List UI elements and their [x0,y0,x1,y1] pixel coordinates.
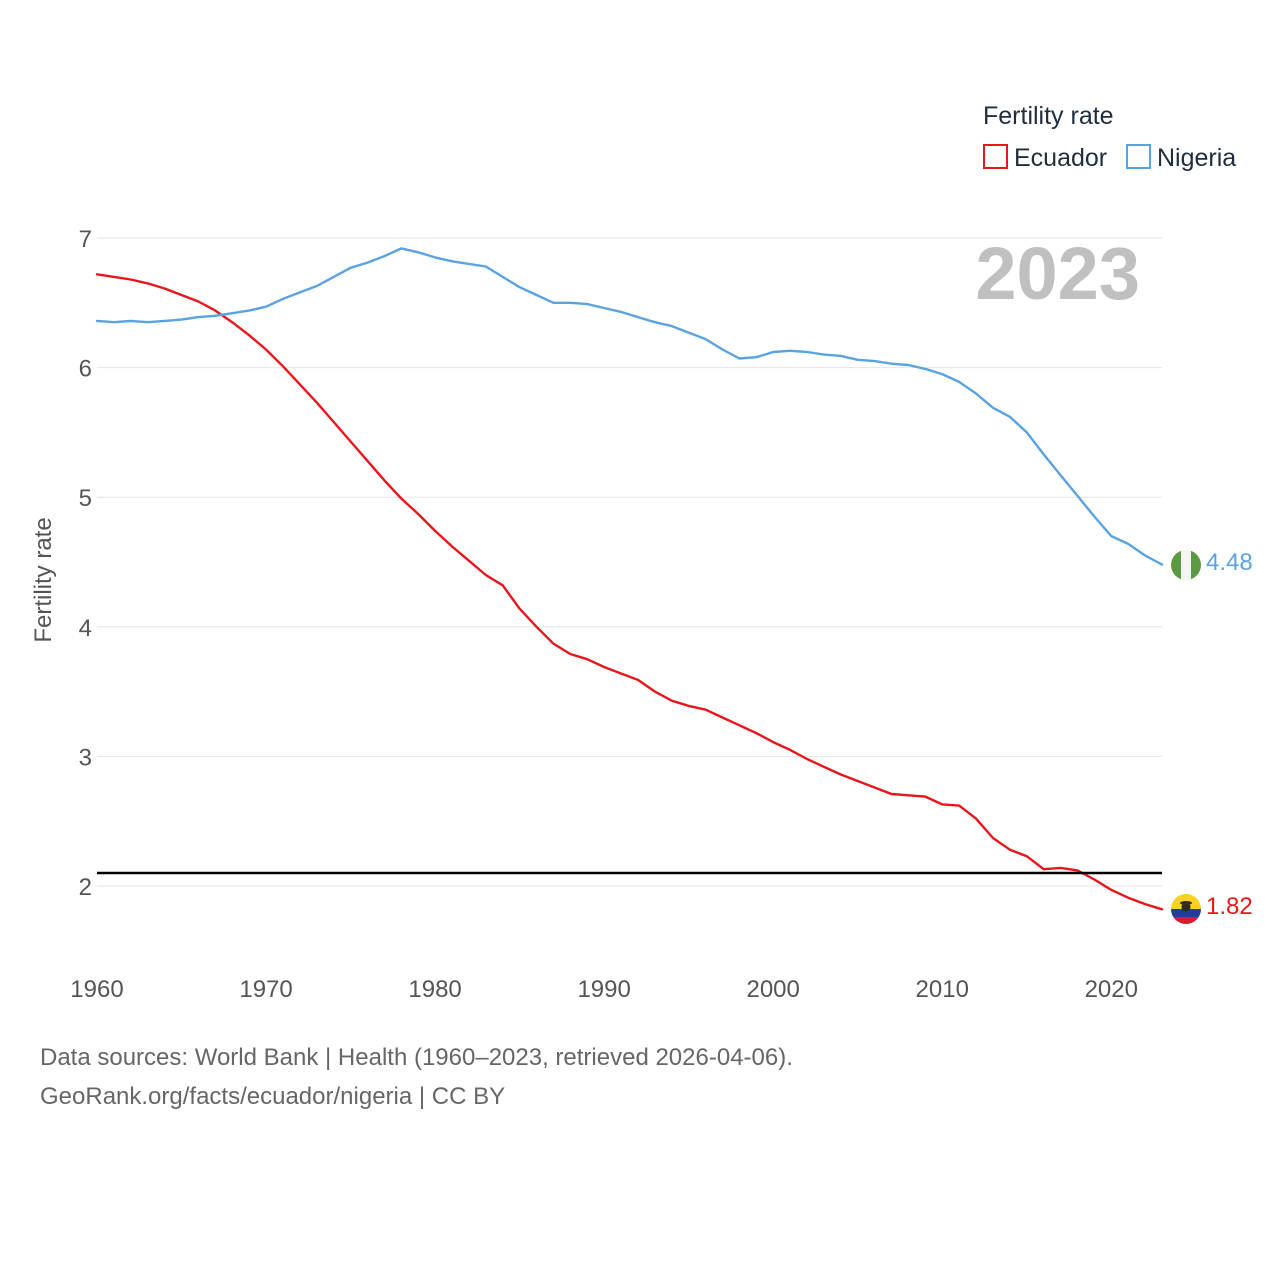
x-tick-label: 2000 [746,976,799,1003]
nigeria-end-marker: 4.48 [1171,549,1253,580]
data-source-note: Data sources: World Bank | Health (1960–… [40,1044,793,1071]
legend-label-ecuador: Ecuador [1014,144,1107,172]
x-axis: 1960 1970 1980 1990 2000 2010 2020 [70,976,1138,1003]
ecuador-flag-icon [1171,894,1201,924]
series-line-nigeria[interactable] [95,247,1164,566]
legend-swatch-nigeria [1126,144,1151,169]
legend-item-nigeria[interactable]: Nigeria [1126,144,1236,172]
nigeria-flag-icon [1171,550,1201,580]
y-axis: 2 3 4 5 6 7 [79,226,92,901]
x-tick-label: 1980 [408,976,461,1003]
y-tick-label: 6 [79,356,92,383]
series-lines [95,247,1164,911]
legend-item-ecuador[interactable]: Ecuador [983,144,1107,172]
ecuador-end-marker: 1.82 [1171,893,1253,924]
y-tick-label: 3 [79,744,92,771]
fertility-rate-chart: 2 3 4 5 6 7 1960 1970 1980 1990 2000 2010 2020 Fert… [30,102,1253,1003]
y-tick-label: 2 [79,874,92,901]
attribution-link[interactable]: GeoRank.org/facts/ecuador/nigeria | CC B… [40,1083,506,1110]
legend-swatch-ecuador [983,144,1008,169]
y-tick-label: 5 [79,485,92,512]
nigeria-end-value: 4.48 [1206,549,1253,576]
year-label: 2023 [975,232,1140,315]
x-tick-label: 1990 [577,976,630,1003]
x-tick-label: 1970 [239,976,292,1003]
grid-lines [97,237,1162,887]
series-line-ecuador[interactable] [95,273,1164,911]
ecuador-end-value: 1.82 [1206,893,1253,920]
x-tick-label: 2020 [1085,976,1138,1003]
legend: Fertility rate Ecuador Nigeria [983,102,1236,172]
x-tick-label: 2010 [916,976,969,1003]
legend-title: Fertility rate [983,102,1114,130]
y-tick-label: 4 [79,615,92,642]
x-tick-label: 1960 [70,976,123,1003]
y-tick-label: 7 [79,226,92,253]
legend-label-nigeria: Nigeria [1157,144,1236,172]
y-axis-title: Fertility rate [30,517,57,642]
